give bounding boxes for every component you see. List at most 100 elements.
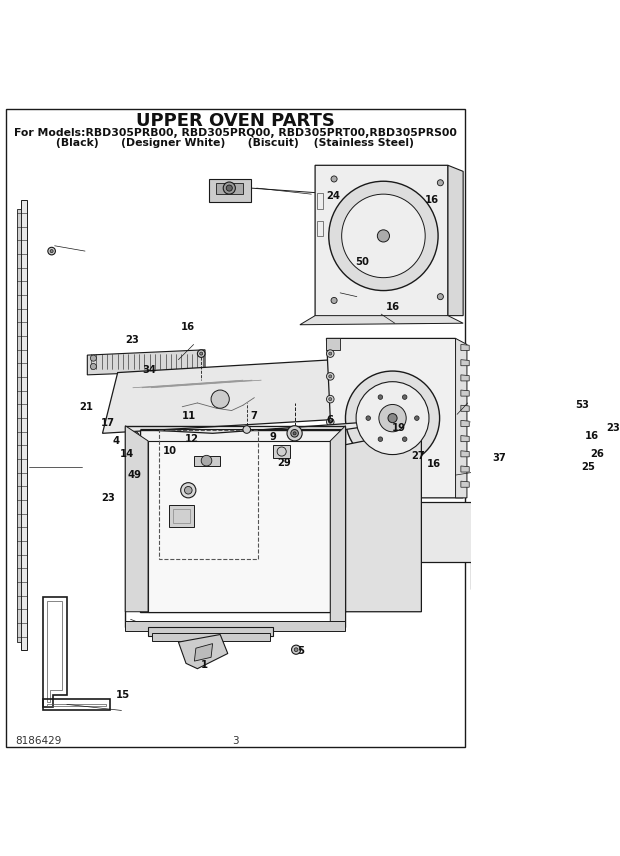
- Circle shape: [223, 182, 236, 194]
- Circle shape: [356, 382, 429, 455]
- Text: 15: 15: [115, 690, 130, 700]
- Polygon shape: [152, 633, 270, 640]
- Polygon shape: [372, 505, 388, 517]
- Circle shape: [327, 372, 334, 380]
- Circle shape: [329, 420, 332, 424]
- Polygon shape: [327, 338, 463, 498]
- Text: 23: 23: [125, 335, 139, 345]
- Polygon shape: [461, 466, 469, 472]
- Polygon shape: [315, 502, 479, 562]
- Text: 8186429: 8186429: [15, 736, 61, 746]
- Circle shape: [91, 355, 97, 361]
- Text: 27: 27: [412, 451, 425, 461]
- Text: 14: 14: [120, 449, 134, 459]
- Polygon shape: [141, 418, 422, 433]
- Circle shape: [402, 395, 407, 400]
- Polygon shape: [448, 165, 463, 316]
- Polygon shape: [87, 350, 205, 375]
- Circle shape: [91, 364, 97, 370]
- Circle shape: [345, 371, 440, 465]
- Text: 34: 34: [143, 366, 157, 375]
- Text: 12: 12: [185, 434, 199, 443]
- Polygon shape: [102, 358, 372, 433]
- Text: 7: 7: [250, 411, 257, 421]
- Circle shape: [329, 352, 332, 355]
- Text: 16: 16: [585, 431, 599, 441]
- Circle shape: [200, 352, 203, 355]
- Text: 37: 37: [492, 454, 506, 463]
- Polygon shape: [345, 430, 422, 612]
- Polygon shape: [195, 644, 213, 661]
- Circle shape: [327, 418, 334, 425]
- Polygon shape: [125, 425, 148, 612]
- Circle shape: [134, 434, 136, 437]
- Circle shape: [134, 481, 136, 484]
- Circle shape: [342, 194, 425, 277]
- Polygon shape: [461, 360, 469, 366]
- Polygon shape: [216, 183, 243, 194]
- Text: 16: 16: [427, 460, 441, 469]
- Text: 16: 16: [386, 301, 400, 312]
- Circle shape: [379, 405, 406, 431]
- Text: 50: 50: [355, 258, 369, 267]
- Polygon shape: [315, 165, 448, 324]
- Circle shape: [291, 645, 301, 654]
- Polygon shape: [148, 441, 330, 612]
- Text: 6: 6: [327, 415, 334, 425]
- Text: 11: 11: [182, 411, 197, 421]
- Circle shape: [378, 229, 389, 242]
- Text: 4: 4: [112, 436, 120, 446]
- Circle shape: [388, 413, 397, 423]
- Circle shape: [331, 176, 337, 182]
- Polygon shape: [179, 634, 228, 669]
- Circle shape: [243, 425, 250, 433]
- Text: 26: 26: [591, 449, 604, 459]
- Circle shape: [211, 390, 229, 408]
- Polygon shape: [461, 451, 469, 457]
- Circle shape: [185, 486, 192, 494]
- Text: 23: 23: [101, 493, 115, 502]
- Polygon shape: [148, 627, 273, 636]
- Polygon shape: [461, 344, 469, 351]
- Polygon shape: [456, 338, 467, 498]
- Circle shape: [226, 185, 232, 191]
- Circle shape: [131, 455, 139, 462]
- Polygon shape: [327, 483, 340, 494]
- Text: 9: 9: [270, 432, 277, 442]
- Circle shape: [131, 479, 139, 486]
- Polygon shape: [330, 425, 345, 627]
- Polygon shape: [461, 390, 469, 396]
- Circle shape: [197, 350, 205, 358]
- Circle shape: [378, 437, 383, 442]
- Polygon shape: [300, 316, 463, 324]
- Text: 1: 1: [200, 660, 208, 670]
- Polygon shape: [169, 505, 193, 526]
- Circle shape: [329, 181, 438, 290]
- Polygon shape: [273, 445, 290, 458]
- Circle shape: [180, 483, 196, 498]
- Polygon shape: [461, 405, 469, 411]
- Circle shape: [48, 247, 55, 255]
- Text: 53: 53: [575, 401, 590, 410]
- Text: 23: 23: [606, 423, 619, 433]
- Circle shape: [136, 623, 144, 631]
- Polygon shape: [193, 456, 220, 466]
- Text: 25: 25: [581, 462, 595, 473]
- Text: 17: 17: [101, 419, 115, 429]
- Polygon shape: [471, 505, 554, 589]
- Text: 16: 16: [180, 322, 195, 332]
- Polygon shape: [461, 481, 469, 487]
- Text: 5: 5: [298, 646, 304, 657]
- Text: 3: 3: [232, 736, 239, 746]
- Circle shape: [378, 395, 383, 400]
- Polygon shape: [479, 505, 501, 562]
- Polygon shape: [209, 179, 250, 202]
- Polygon shape: [480, 517, 545, 555]
- Circle shape: [293, 431, 296, 435]
- Text: 21: 21: [80, 401, 94, 412]
- Circle shape: [327, 350, 334, 358]
- Polygon shape: [17, 210, 21, 642]
- Polygon shape: [461, 436, 469, 442]
- Polygon shape: [361, 499, 399, 507]
- Polygon shape: [21, 200, 27, 650]
